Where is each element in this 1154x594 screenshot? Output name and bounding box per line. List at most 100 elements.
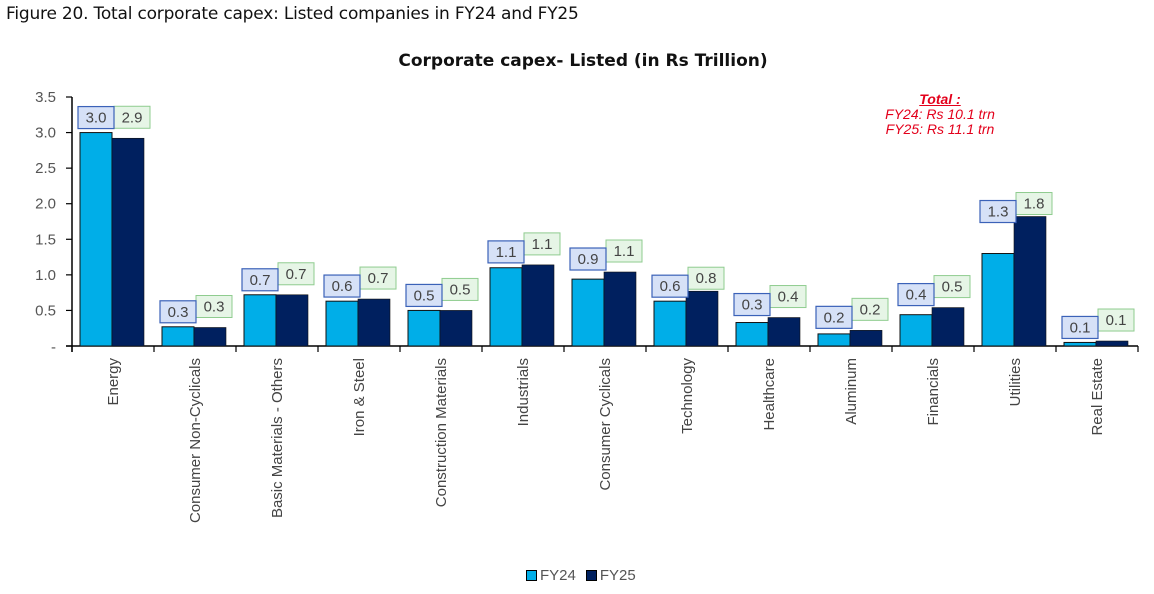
bar-fy25 (849, 330, 883, 347)
total-annotation-head: Total : (919, 91, 961, 107)
total-annotation-fy25: FY25: Rs 11.1 trn (885, 121, 995, 137)
y-tick-label: 2.0 (35, 196, 56, 213)
data-label-fy24: 1.1 (496, 244, 517, 261)
legend-item-fy25: FY25 (585, 567, 636, 584)
legend-label-fy25: FY25 (599, 567, 636, 584)
data-label-box-fy24 (405, 283, 443, 308)
x-tick-label: Aluminum (843, 358, 860, 425)
data-label-fy25: 1.1 (532, 236, 553, 253)
data-label-fy25: 0.5 (450, 281, 471, 298)
data-label-fy24: 0.4 (906, 287, 927, 304)
x-tick-label: Healthcare (761, 358, 778, 431)
data-label-fy25: 0.8 (696, 270, 717, 287)
data-label-fy25: 0.4 (778, 289, 799, 306)
data-label-fy24: 0.7 (250, 272, 271, 289)
bar-fy25 (767, 317, 801, 347)
bar-fy25 (193, 327, 227, 347)
x-tick-label: Financials (925, 358, 942, 426)
data-label-fy25: 1.1 (614, 243, 635, 260)
bar-fy25 (603, 271, 637, 347)
data-label-box-fy24 (241, 268, 279, 292)
x-tick-label: Industrials (515, 358, 532, 426)
bar-fy24 (899, 314, 933, 347)
data-label-fy25: 0.3 (204, 299, 225, 316)
bar-fy24 (79, 132, 113, 347)
legend-swatch-fy24 (526, 570, 537, 581)
data-label-fy24: 0.1 (1070, 319, 1091, 336)
y-tick-label: 0.5 (35, 302, 56, 319)
data-label-fy24: 0.3 (742, 297, 763, 314)
data-label-box-fy24 (815, 305, 853, 329)
bar-fy24 (571, 278, 605, 347)
data-label-fy25: 0.7 (368, 270, 389, 287)
bar-fy24 (735, 322, 769, 347)
bar-fy24 (1063, 341, 1097, 347)
data-label-fy24: 0.6 (332, 278, 353, 295)
x-tick-label: Consumer Cyclicals (597, 358, 614, 491)
x-tick-label: Construction Materials (433, 358, 450, 507)
data-label-fy24: 0.2 (824, 309, 845, 326)
y-tick-label: 2.5 (35, 160, 56, 177)
legend-label-fy24: FY24 (540, 567, 576, 584)
data-label-box-fy24 (77, 105, 115, 130)
bar-fy24 (817, 333, 851, 347)
data-label-box-fy24 (323, 274, 361, 298)
data-label-box-fy24 (651, 274, 689, 298)
bar-fy25 (521, 264, 555, 347)
legend-swatch-fy25 (585, 570, 597, 581)
x-tick-label: Energy (105, 358, 122, 406)
bar-fy25 (275, 294, 309, 347)
data-label-box-fy24 (1061, 315, 1099, 340)
y-tick-label: 3.5 (35, 89, 56, 106)
y-tick-label: 1.5 (35, 231, 56, 248)
x-tick-label: Real Estate (1089, 358, 1106, 436)
data-label-box-fy24 (897, 282, 935, 307)
bar-fy25 (357, 298, 391, 347)
data-label-box-fy24 (159, 300, 197, 324)
bar-fy24 (489, 267, 523, 347)
data-label-fy24: 3.0 (86, 110, 107, 127)
data-label-box-fy24 (733, 292, 771, 317)
bar-fy24 (407, 309, 441, 347)
x-tick-label: Utilities (1007, 358, 1024, 406)
x-tick-label: Consumer Non-Cyclicals (187, 358, 204, 523)
data-label-fy25: 0.2 (860, 301, 881, 318)
bar-fy25 (685, 290, 719, 347)
y-tick-label: 1.0 (35, 267, 56, 284)
bar-fy24 (325, 300, 359, 347)
bar-fy25 (1095, 340, 1129, 347)
y-tick-label: 3.0 (35, 125, 56, 142)
total-annotation: Total : FY24: Rs 10.1 trn FY25: Rs 11.1 … (860, 92, 1020, 137)
total-annotation-fy24: FY24: Rs 10.1 trn (885, 106, 995, 122)
bar-fy25 (439, 310, 473, 347)
chart-title: Corporate capex- Listed (in Rs Trillion) (398, 51, 768, 71)
data-label-fy24: 0.3 (168, 304, 189, 321)
data-label-fy25: 0.1 (1106, 312, 1127, 329)
bar-fy24 (161, 326, 195, 347)
data-label-fy24: 1.3 (988, 204, 1009, 221)
legend-item-fy24: FY24 (526, 567, 576, 584)
bar-fy25 (931, 307, 965, 347)
figure-title: Figure 20. Total corporate capex: Listed… (6, 4, 579, 24)
data-label-box-fy24 (569, 247, 607, 271)
bar-fy25 (1013, 216, 1047, 347)
data-label-fy25: 0.7 (286, 266, 307, 283)
bar-fy25 (111, 137, 145, 347)
data-label-fy24: 0.9 (578, 251, 599, 268)
y-tick-label: - (51, 339, 56, 356)
data-label-fy24: 0.6 (660, 278, 681, 295)
x-tick-label: Iron & Steel (351, 358, 368, 436)
x-tick-label: Basic Materials - Others (269, 358, 286, 518)
bar-fy24 (653, 300, 687, 347)
bar-fy24 (243, 294, 277, 347)
data-label-fy25: 0.5 (942, 279, 963, 296)
x-tick-label: Technology (679, 358, 696, 434)
data-label-box-fy24 (979, 199, 1017, 224)
legend: FY24 FY25 (526, 567, 646, 584)
data-label-box-fy24 (487, 240, 525, 264)
data-label-fy24: 0.5 (414, 287, 435, 304)
data-label-fy25: 2.9 (122, 109, 143, 126)
bar-fy24 (981, 253, 1015, 347)
data-label-fy25: 1.8 (1024, 196, 1045, 213)
